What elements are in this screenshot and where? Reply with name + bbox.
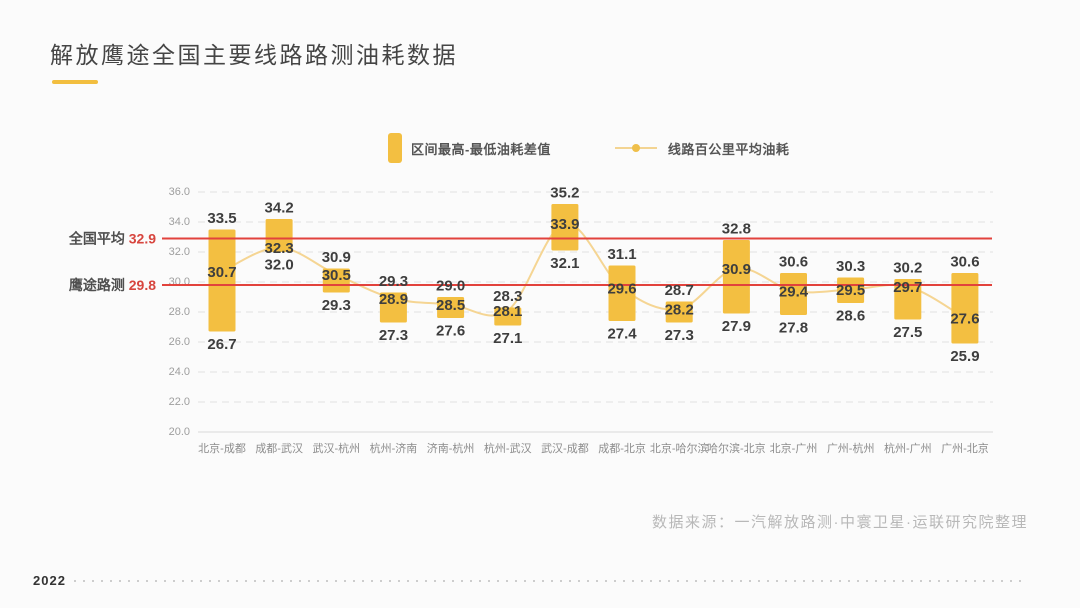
max-value-label: 28.3 [493,288,522,305]
x-category-label: 杭州-广州 [884,441,932,455]
min-value-label: 27.4 [607,326,637,343]
range-bar [951,273,979,344]
min-value-label: 27.1 [493,330,522,347]
reference-line-label: 全国平均 32.9 [68,231,156,247]
range-bar [437,297,465,318]
max-value-label: 29.0 [436,278,465,295]
avg-value-label: 27.6 [950,311,979,328]
max-value-label: 30.6 [950,254,979,271]
range-bar [322,268,350,293]
y-tick-label: 26.0 [169,336,190,348]
max-value-label: 34.2 [265,200,294,217]
y-tick-label: 20.0 [169,426,190,438]
x-category-label: 武汉-成都 [541,442,589,455]
avg-value-label: 29.5 [836,282,865,299]
avg-value-label: 28.5 [436,297,465,314]
title-underline-accent [52,80,98,84]
y-tick-label: 24.0 [169,366,190,378]
page-title: 解放鹰途全国主要线路路测油耗数据 [50,42,458,68]
min-value-label: 25.9 [950,348,979,365]
min-value-label: 32.0 [265,257,294,274]
range-bar [722,240,750,314]
avg-value-label: 28.9 [379,291,408,308]
max-value-label: 30.2 [893,260,922,277]
x-category-label: 北京-广州 [770,441,818,455]
x-category-label: 武汉-杭州 [312,441,360,455]
min-value-label: 26.7 [207,336,236,353]
avg-value-label: 30.5 [322,267,351,284]
max-value-label: 30.9 [322,249,351,266]
legend-bar-label: 区间最高-最低油耗差值 [411,141,551,157]
avg-value-label: 29.6 [607,281,636,298]
legend-bar-swatch-icon [388,133,402,163]
y-tick-label: 32.0 [169,246,190,258]
min-value-label: 27.9 [722,318,751,335]
value-labels: 33.530.726.734.232.332.0 30.930.529.329.3… [207,185,979,366]
min-value-label: 27.8 [779,320,808,337]
x-category-label: 北京-成都 [198,441,246,455]
min-value-label: 28.6 [836,308,865,325]
y-tick-label: 30.0 [169,276,190,288]
avg-value-label: 29.4 [779,284,809,301]
max-value-label: 29.3 [379,273,408,290]
reference-lines: 全国平均 32.9 鹰途路测 29.8 [68,231,992,293]
min-value-label: 27.3 [665,327,694,344]
x-axis-labels: 北京-成都 成都-武汉 武汉-杭州 杭州-济南 济南-杭州 杭州-武汉 武汉-成都 成都-北京… [198,441,989,455]
gridlines [198,191,993,433]
legend-line-marker-icon [631,144,640,152]
range-bar [837,277,865,303]
y-tick-label: 34.0 [169,216,190,228]
avg-value-label: 32.3 [265,240,294,257]
max-value-label: 31.1 [607,246,636,263]
reference-line-label: 鹰途路测 29.8 [69,277,156,293]
avg-value-label: 30.9 [722,261,751,278]
max-value-label: 30.3 [836,258,865,275]
min-value-label: 27.5 [893,324,922,341]
y-tick-label: 22.0 [169,396,190,408]
range-bar [780,273,807,315]
source-text: 数据来源：一汽解放路测·中寰卫星·运联研究院整理 [652,514,1028,531]
range-bar [208,229,236,332]
footer-dotted-line [74,580,1022,582]
avg-value-label: 28.2 [665,302,694,319]
x-category-label: 济南-杭州 [427,441,475,455]
min-value-label: 27.3 [379,327,408,344]
range-bar [894,279,922,320]
max-value-label: 28.7 [665,282,694,299]
range-bar [265,219,293,252]
x-category-label: 北京-哈尔滨 [650,441,709,455]
y-tick-label: 28.0 [169,306,190,318]
avg-value-label: 30.7 [207,264,236,281]
max-value-label: 35.2 [550,185,579,202]
min-value-label: 32.1 [550,255,579,272]
x-category-label: 杭州-济南 [370,441,418,455]
x-category-label: 成都-武汉 [255,442,303,455]
min-value-label: 29.3 [322,297,351,314]
x-category-label: 广州-杭州 [827,441,875,455]
range-bar [665,301,693,323]
avg-value-label: 28.1 [493,303,522,320]
range-bar [379,292,407,323]
x-category-label: 成都-北京 [598,441,646,455]
max-value-label: 30.6 [779,254,808,271]
footer-year: 2022 [33,573,66,588]
range-bar [494,307,522,326]
range-bar [608,265,636,321]
x-category-label: 广州-北京 [941,441,989,455]
y-tick-label: 36.0 [169,186,190,198]
y-axis-labels: 36.0 34.0 32.0 30.0 28.0 26.0 24.0 22.0 20.0 [169,186,190,438]
x-category-label: 杭州-武汉 [484,441,532,455]
chart-legend: 区间最高-最低油耗差值 线路百公里平均油耗 [388,131,789,165]
max-value-label: 33.5 [207,210,236,227]
legend-line-label: 线路百公里平均油耗 [667,141,790,157]
avg-value-label: 29.7 [893,279,922,296]
legend-line-swatch-icon [614,144,657,152]
avg-value-label: 33.9 [550,216,579,233]
min-value-label: 27.6 [436,323,465,340]
x-category-label: 哈尔滨-北京 [707,441,766,455]
max-value-label: 32.8 [722,221,751,238]
